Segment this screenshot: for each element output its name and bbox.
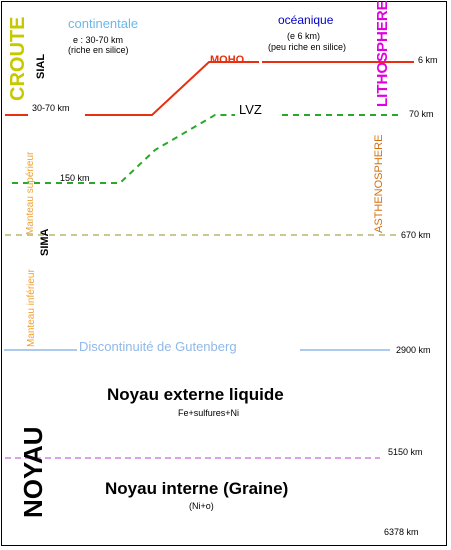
depth-5150km: 5150 km (388, 447, 423, 457)
continental-thickness: e : 30-70 km (73, 35, 124, 45)
gutenberg-label: Discontinuité de Gutenberg (79, 339, 237, 354)
sial-label: SIAL (35, 53, 47, 79)
asthenosphere-label: ASTHENOSPHERE (373, 134, 385, 233)
depth-30-70km: 30-70 km (32, 103, 70, 113)
diagram-frame (1, 1, 447, 546)
depth-2900km: 2900 km (396, 345, 431, 355)
noyau-interne-composition: (Ni+o) (189, 501, 214, 511)
lithosphere-label: LITHOSPHERE (374, 0, 391, 107)
lvz-label: LVZ (239, 102, 262, 117)
depth-670km: 670 km (401, 230, 431, 240)
oceanique-label: océanique (278, 13, 334, 27)
noyau-label: NOYAU (18, 426, 48, 518)
oceanic-composition: (peu riche en silice) (268, 42, 347, 52)
depth-70km: 70 km (409, 109, 434, 119)
depth-6km: 6 km (418, 55, 438, 65)
manteau-inferieur-label: Manteau inférieur (26, 269, 37, 347)
depth-150km: 150 km (60, 173, 90, 183)
manteau-superieur-label: Manteau supérieur (25, 151, 36, 235)
continental-composition: (riche en silice) (68, 45, 129, 55)
lvz-line (12, 114, 235, 184)
noyau-externe-label: Noyau externe liquide (107, 385, 284, 404)
sima-label: SIMA (39, 228, 51, 257)
noyau-interne-label: Noyau interne (Graine) (105, 479, 289, 498)
moho-label: MOHO (210, 54, 245, 66)
noyau-externe-composition: Fe+sulfures+Ni (178, 408, 240, 418)
oceanic-thickness: (e 6 km) (287, 31, 321, 41)
croute-label: CROUTE (7, 16, 29, 101)
moho-line (85, 61, 259, 116)
depth-6378km: 6378 km (384, 527, 419, 537)
continentale-label: continentale (68, 16, 139, 31)
